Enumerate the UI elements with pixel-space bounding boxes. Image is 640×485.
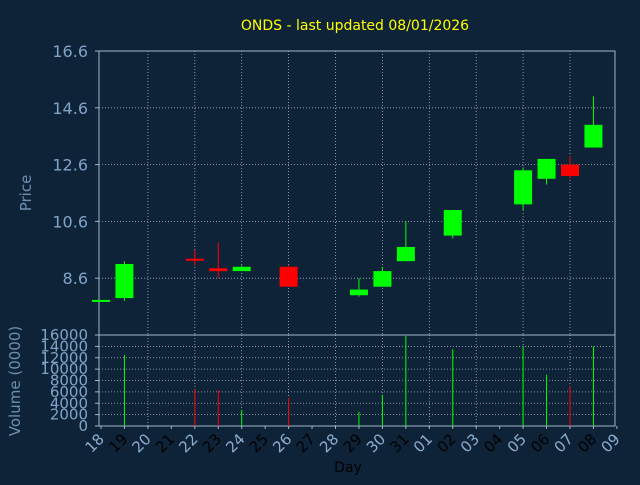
candle-body xyxy=(443,210,462,236)
price-axis-label: Price xyxy=(17,175,35,212)
x-tick-label: 25 xyxy=(246,430,272,456)
candle-body xyxy=(561,164,579,176)
x-tick-label: 31 xyxy=(386,430,412,456)
candle-body xyxy=(584,124,603,148)
volume-tick-label: 8000 xyxy=(50,372,88,390)
x-tick-label: 26 xyxy=(269,430,295,456)
x-tick-label: 02 xyxy=(433,430,459,456)
price-y-ticks: 8.6 10.6 12.6 14.6 16.6 xyxy=(52,42,99,288)
candle-body xyxy=(209,268,228,272)
volume-tick-label: 12000 xyxy=(40,349,88,367)
candle-body xyxy=(185,258,204,261)
candles xyxy=(92,96,603,302)
x-tick-label: 29 xyxy=(340,430,366,456)
volume-bars xyxy=(123,336,594,426)
volume-axis-label: Volume (0000) xyxy=(6,326,24,436)
x-tick-label: 06 xyxy=(527,430,553,456)
x-tick-label: 23 xyxy=(199,430,225,456)
x-ticks: 1819202122232425262728293031010203040506… xyxy=(82,426,624,456)
candle-body xyxy=(349,289,368,296)
candle-body xyxy=(373,271,392,287)
x-tick-label: 27 xyxy=(293,430,319,456)
x-tick-label: 28 xyxy=(316,430,342,456)
candle-body xyxy=(537,158,556,179)
candle-body xyxy=(396,246,415,262)
price-panel: 8.6 10.6 12.6 14.6 16.6 Price xyxy=(17,42,616,336)
candle-body xyxy=(92,299,110,302)
chart-title: ONDS - last updated 08/01/2026 xyxy=(241,18,469,34)
price-tick-label: 8.6 xyxy=(63,269,88,288)
volume-tick-label: 16000 xyxy=(40,326,88,344)
candle-body xyxy=(232,266,251,272)
price-tick-label: 14.6 xyxy=(52,99,88,118)
x-tick-label: 03 xyxy=(457,430,483,456)
volume-tick-label: 4000 xyxy=(50,394,88,412)
x-tick-label: 21 xyxy=(152,430,178,456)
volume-grid xyxy=(99,335,615,426)
x-tick-label: 07 xyxy=(551,430,577,456)
x-tick-label: 09 xyxy=(597,430,623,456)
x-tick-label: 05 xyxy=(504,430,530,456)
price-tick-label: 10.6 xyxy=(52,212,88,231)
x-tick-label: 08 xyxy=(574,430,600,456)
candle-body xyxy=(514,170,533,205)
volume-tick-label: 10000 xyxy=(40,360,88,378)
x-tick-label: 04 xyxy=(480,430,506,456)
x-tick-label: 30 xyxy=(363,430,389,456)
volume-tick-label: 0 xyxy=(78,417,88,435)
x-tick-label: 24 xyxy=(222,430,248,456)
candle-body xyxy=(115,264,134,299)
price-tick-label: 12.6 xyxy=(52,156,88,175)
x-tick-label: 20 xyxy=(128,430,154,456)
volume-tick-label: 6000 xyxy=(50,383,88,401)
volume-tick-label: 2000 xyxy=(50,406,88,424)
x-tick-label: 01 xyxy=(410,430,436,456)
x-tick-label: 22 xyxy=(175,430,201,456)
price-tick-label: 16.6 xyxy=(52,42,88,61)
volume-tick-label: 14000 xyxy=(40,337,88,355)
candle-body xyxy=(279,266,298,287)
x-axis-label: Day xyxy=(334,460,362,476)
x-tick-label: 19 xyxy=(105,430,131,456)
